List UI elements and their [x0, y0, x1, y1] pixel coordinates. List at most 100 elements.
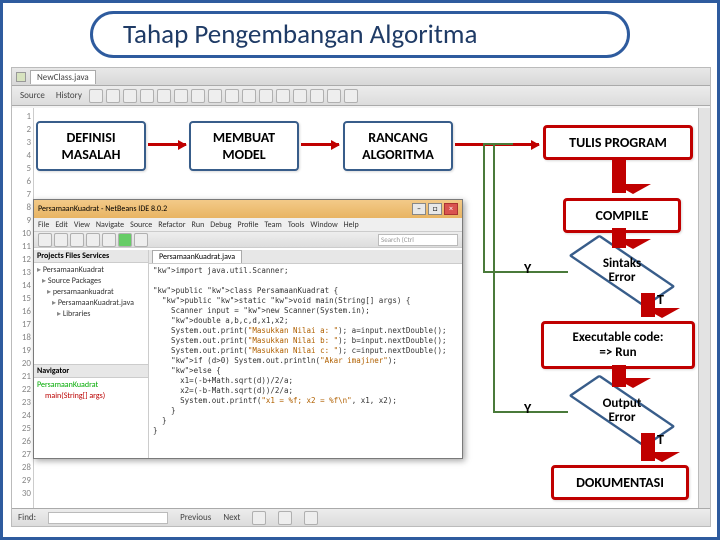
flow-exec-label: Executable code: => Run [552, 330, 684, 360]
t1: T [657, 291, 664, 308]
find-input[interactable] [48, 512, 168, 524]
fb-merge-h [483, 143, 513, 145]
menu-window[interactable]: Window [310, 220, 337, 230]
flow-definisi: DEFINISI MASALAH [36, 121, 146, 171]
nb-tool-btn[interactable] [102, 233, 116, 247]
menu-team[interactable]: Team [264, 220, 281, 230]
navigator-pane[interactable]: PersamaanKuadrat main(String[] args) [34, 378, 148, 458]
close-button[interactable]: × [444, 203, 458, 215]
flow-membuat-label: MEMBUAT MODEL [199, 129, 289, 163]
maximize-button[interactable]: □ [428, 203, 442, 215]
toolbar-btn[interactable] [106, 89, 120, 103]
slide-title-bubble: Tahap Pengembangan Algoritma [90, 11, 630, 58]
menu-view[interactable]: View [74, 220, 90, 230]
menu-file[interactable]: File [38, 220, 49, 230]
outer-ide-toolbar: Source History [12, 86, 710, 106]
file-icon [16, 72, 26, 82]
toolbar-btn[interactable] [327, 89, 341, 103]
toolbar-btn[interactable] [174, 89, 188, 103]
slide-title: Tahap Pengembangan Algoritma [123, 18, 597, 51]
status-btn[interactable] [304, 511, 318, 525]
find-next[interactable]: Next [223, 512, 240, 523]
toolbar-btn[interactable] [140, 89, 154, 103]
flow-exec: Executable code: => Run [541, 321, 695, 369]
projects-header[interactable]: Projects Files Services [34, 250, 148, 263]
status-btn[interactable] [252, 511, 266, 525]
menu-edit[interactable]: Edit [55, 220, 68, 230]
nb-search[interactable]: Search (Ctrl [378, 234, 458, 246]
toolbar-btn[interactable] [225, 89, 239, 103]
menu-profile[interactable]: Profile [237, 220, 258, 230]
flow-rancang-label: RANCANG ALGORITMA [353, 129, 443, 163]
nb-body: Projects Files Services PersamaanKuadrat… [34, 250, 462, 458]
fb-sintaks-v [483, 143, 485, 271]
toolbar-btn[interactable] [123, 89, 137, 103]
menu-navigate[interactable]: Navigate [96, 220, 124, 230]
find-label: Find: [18, 512, 36, 523]
nb-code-editor[interactable]: "kw">import java.util.Scanner; "kw">publ… [149, 264, 462, 458]
nb-toolbar: Search (Ctrl [34, 232, 462, 248]
flow-tulis: TULIS PROGRAM [543, 125, 693, 160]
toolbar-history[interactable]: History [52, 90, 86, 101]
nb-titlebar: PersamaanKuadrat - NetBeans IDE 8.0.2 – … [34, 200, 462, 218]
flow-compile-label: COMPILE [596, 207, 649, 224]
project-tree[interactable]: PersamaanKuadratSource Packagespersamaan… [34, 263, 148, 365]
menu-debug[interactable]: Debug [210, 220, 231, 230]
navigator-header[interactable]: Navigator [34, 365, 148, 378]
flow-dokumentasi: DOKUMENTASI [551, 465, 689, 500]
nb-left-panel: Projects Files Services PersamaanKuadrat… [34, 250, 149, 458]
output-label: Output Error [603, 397, 642, 424]
nb-tool-btn[interactable] [54, 233, 68, 247]
flow-tulis-label: TULIS PROGRAM [569, 134, 667, 151]
nb-title: PersamaanKuadrat - NetBeans IDE 8.0.2 [38, 204, 167, 214]
toolbar-btn[interactable] [293, 89, 307, 103]
arrow-exec-output [612, 365, 626, 387]
arrow-tulis-compile [612, 159, 626, 193]
toolbar-btn[interactable] [242, 89, 256, 103]
nav-main[interactable]: main(String[] args) [37, 391, 145, 402]
arrow-2-3 [301, 143, 339, 146]
toolbar-btn[interactable] [157, 89, 171, 103]
nb-tool-btn[interactable] [134, 233, 148, 247]
menu-source[interactable]: Source [130, 220, 152, 230]
nb-editor-tab[interactable]: PersamaanKuadrat.java [152, 250, 242, 263]
toolbar-btn[interactable] [89, 89, 103, 103]
menu-tools[interactable]: Tools [288, 220, 305, 230]
y2: Y [524, 400, 531, 417]
menu-refactor[interactable]: Refactor [158, 220, 185, 230]
nb-tool-btn[interactable] [70, 233, 84, 247]
netbeans-window: PersamaanKuadrat - NetBeans IDE 8.0.2 – … [33, 199, 463, 459]
arrow-compile-sintaks [612, 228, 626, 248]
fb-output-v [493, 143, 495, 411]
menu-run[interactable]: Run [192, 220, 205, 230]
flow-output-error: Output Error [568, 389, 676, 433]
nb-tool-run[interactable] [118, 233, 132, 247]
toolbar-source[interactable]: Source [16, 90, 49, 101]
toolbar-btn[interactable] [191, 89, 205, 103]
outer-ide-tab[interactable]: NewClass.java [30, 70, 96, 84]
toolbar-btn[interactable] [259, 89, 273, 103]
toolbar-btn[interactable] [276, 89, 290, 103]
nb-tool-btn[interactable] [38, 233, 52, 247]
nav-class[interactable]: PersamaanKuadrat [37, 380, 145, 391]
toolbar-btn[interactable] [310, 89, 324, 103]
nb-menubar: File Edit View Navigate Source Refactor Run Deb… [34, 218, 462, 232]
menu-help[interactable]: Help [344, 220, 359, 230]
flow-rancang: RANCANG ALGORITMA [343, 121, 453, 171]
status-btn[interactable] [278, 511, 292, 525]
flow-membuat: MEMBUAT MODEL [189, 121, 299, 171]
sintaks-label: Sintaks Error [603, 257, 641, 284]
flow-definisi-label: DEFINISI MASALAH [46, 129, 136, 163]
flow-dokumentasi-label: DOKUMENTASI [576, 474, 664, 491]
nb-tool-btn[interactable] [86, 233, 100, 247]
find-prev[interactable]: Previous [180, 512, 211, 523]
toolbar-btn[interactable] [208, 89, 222, 103]
outer-ide-statusbar: Find: Previous Next [12, 508, 710, 526]
minimize-button[interactable]: – [412, 203, 426, 215]
t2: T [657, 431, 664, 448]
scroll-vertical[interactable] [698, 108, 710, 508]
arrow-1-2 [148, 143, 186, 146]
line-gutter: 1234567891011121314151617181920212223242… [12, 108, 34, 508]
nb-editor-tabs: PersamaanKuadrat.java [149, 250, 462, 264]
toolbar-btn[interactable] [344, 89, 358, 103]
